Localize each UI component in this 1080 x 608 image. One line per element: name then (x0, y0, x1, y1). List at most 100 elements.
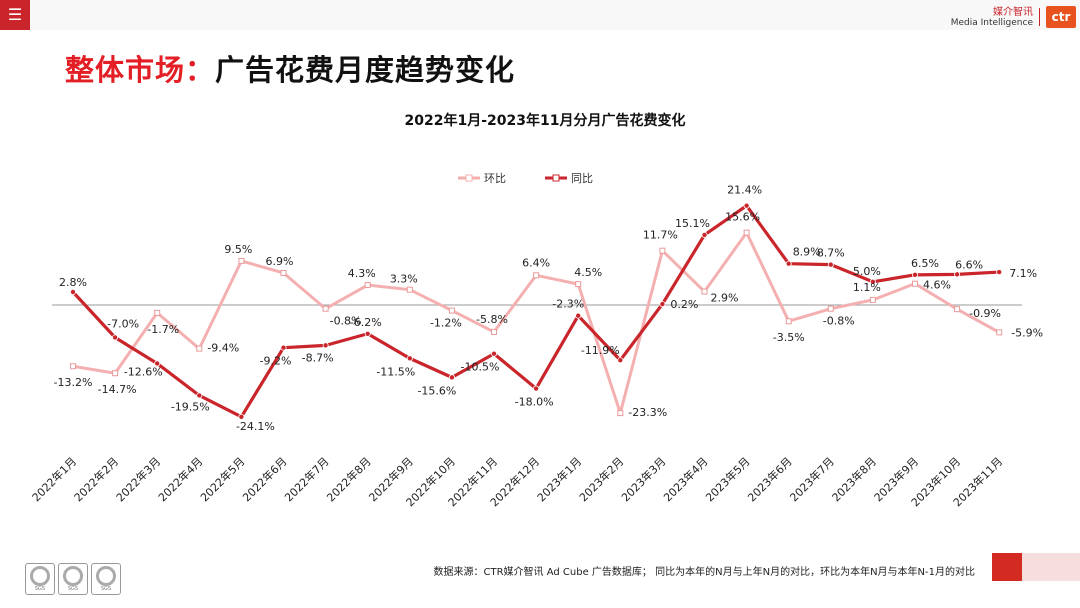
point-mom (617, 410, 624, 417)
x-tick-label: 2023年8月 (829, 454, 879, 504)
point-yoy (196, 392, 203, 399)
brand-divider (1039, 8, 1040, 26)
data-label-mom: 6.4% (522, 256, 550, 269)
data-label-yoy: -12.6% (124, 365, 163, 378)
data-label-yoy: -2.3% (552, 298, 584, 311)
data-label-mom: 6.9% (266, 255, 294, 268)
point-mom (70, 363, 76, 370)
x-tick-label: 2022年2月 (71, 454, 121, 504)
point-mom (785, 318, 792, 325)
data-label-yoy: 15.1% (675, 217, 710, 230)
point-mom (659, 247, 666, 254)
menu-icon[interactable]: ☰ (0, 0, 30, 30)
series-line-yoy (71, 204, 1001, 419)
data-label-mom: -0.8% (330, 315, 362, 328)
x-tick-label: 2022年6月 (239, 454, 289, 504)
x-tick-label: 2022年4月 (155, 454, 205, 504)
point-mom (154, 309, 161, 316)
data-label-mom: -1.7% (147, 323, 179, 336)
data-label-yoy: -11.9% (581, 344, 620, 357)
point-yoy (701, 231, 708, 238)
point-mom (448, 307, 455, 314)
data-label-yoy: 7.1% (1009, 267, 1037, 280)
data-label-yoy: 5.0% (853, 265, 881, 278)
data-label-yoy: 0.2% (670, 298, 698, 311)
data-label-yoy: 21.4% (727, 184, 762, 197)
point-mom (322, 305, 329, 312)
data-label-yoy: 2.8% (59, 276, 87, 289)
page-title-main: 广告花费月度趋势变化 (215, 53, 516, 87)
data-label-mom: 2.9% (711, 292, 739, 305)
x-tick-label: 2022年3月 (113, 454, 163, 504)
x-tick-label: 2023年7月 (787, 454, 837, 504)
page-title: 整体市场：广告花费月度趋势变化 (65, 47, 515, 89)
point-yoy (954, 271, 961, 278)
point-yoy (575, 312, 582, 319)
point-yoy (406, 355, 413, 362)
data-label-mom: 9.5% (224, 243, 252, 256)
point-yoy (490, 350, 497, 357)
x-tick-label: 2022年8月 (324, 454, 374, 504)
sgs-badge-label: SGS (34, 586, 46, 592)
data-label-mom: 1.1% (853, 281, 881, 294)
point-mom (912, 280, 918, 287)
data-label-yoy: -15.6% (417, 384, 456, 397)
chart-legend: 环比 同比 (458, 172, 593, 185)
x-tick-label: 2023年5月 (703, 454, 753, 504)
data-label-yoy: -9.2% (260, 355, 292, 368)
point-mom (364, 282, 371, 289)
point-yoy (785, 260, 792, 267)
data-label-yoy: -6.2% (350, 316, 382, 329)
x-tick-label: 2022年1月 (29, 454, 79, 504)
page-title-prefix: 整体市场： (65, 53, 216, 87)
data-label-yoy: 8.7% (817, 247, 845, 260)
footer-accent-pink (1022, 553, 1080, 581)
source-note: 数据来源：CTR媒介智讯 Ad Cube 广告数据库； 同比为本年的N月与上年N… (433, 567, 975, 578)
data-label-yoy: -10.5% (461, 361, 500, 374)
point-yoy (912, 271, 919, 278)
data-label-yoy: 8.9% (793, 246, 821, 259)
line-chart: 2022年1月-2023年11月分月广告花费变化 环比 同比 2022年1月202… (29, 112, 1043, 509)
point-yoy (659, 301, 666, 308)
data-label-mom: 4.5% (574, 266, 602, 279)
point-mom (406, 286, 413, 293)
x-tick-label: 2023年6月 (745, 454, 795, 504)
point-yoy (996, 269, 1003, 276)
point-mom (112, 370, 119, 377)
point-mom (196, 345, 203, 352)
data-label-yoy: -7.0% (107, 317, 139, 330)
point-yoy (70, 289, 77, 296)
ctr-logo: ctr (1046, 6, 1076, 28)
point-mom (996, 329, 1003, 336)
data-label-mom: -5.8% (476, 313, 508, 326)
point-mom (238, 257, 245, 264)
certification-badges: SGS SGS SGS (25, 563, 122, 597)
brand-name-en: Media Intelligence (950, 18, 1033, 28)
legend-marker-mom (465, 174, 473, 182)
data-label-mom: -5.9% (1011, 326, 1043, 339)
x-tick-label: 2022年7月 (282, 454, 332, 504)
data-label-mom: 3.3% (390, 273, 418, 286)
point-yoy (364, 330, 371, 337)
data-label-mom: 4.6% (923, 279, 951, 292)
point-yoy (154, 360, 161, 367)
legend-label-yoy: 同比 (571, 172, 593, 185)
x-tick-label: 2023年3月 (618, 454, 668, 504)
point-mom (827, 305, 834, 312)
x-tick-label: 2023年4月 (660, 454, 710, 504)
x-tick-label: 2022年5月 (197, 454, 247, 504)
brand: 媒介智讯 Media Intelligence (951, 7, 1033, 29)
point-yoy (280, 344, 287, 351)
point-yoy (827, 261, 834, 268)
sgs-badge-label: SGS (67, 586, 79, 592)
point-mom (280, 269, 287, 276)
point-yoy (617, 357, 624, 364)
point-mom (533, 272, 540, 279)
data-label-yoy: -11.5% (376, 365, 415, 378)
point-yoy (869, 278, 876, 285)
data-label-mom: -9.4% (207, 342, 239, 355)
sgs-badge-label: SGS (100, 586, 112, 592)
data-label-mom: -14.7% (98, 383, 137, 396)
footer-accent-red (992, 553, 1022, 581)
data-label-mom: 15.6% (725, 211, 760, 224)
